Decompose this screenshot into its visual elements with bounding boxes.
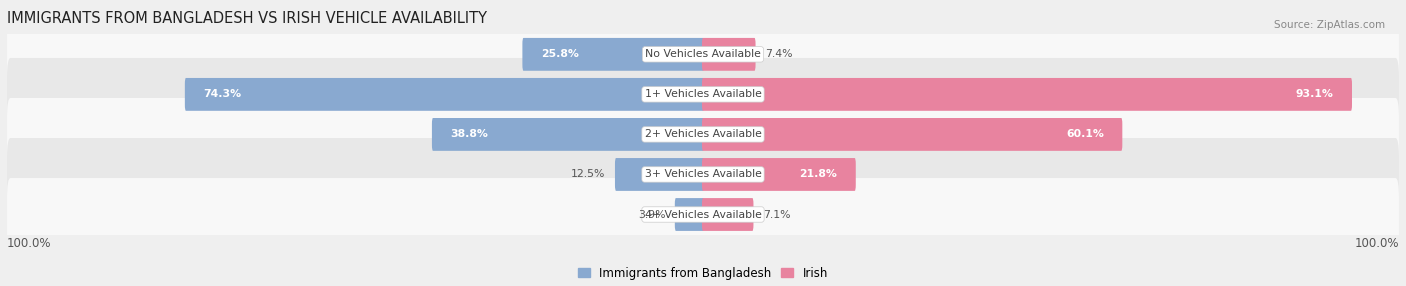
FancyBboxPatch shape — [702, 38, 755, 71]
Text: Source: ZipAtlas.com: Source: ZipAtlas.com — [1274, 20, 1385, 30]
Text: 21.8%: 21.8% — [800, 170, 838, 179]
Text: 60.1%: 60.1% — [1066, 130, 1104, 139]
FancyBboxPatch shape — [7, 138, 1399, 211]
FancyBboxPatch shape — [184, 78, 704, 111]
FancyBboxPatch shape — [702, 78, 1353, 111]
Text: 7.4%: 7.4% — [765, 49, 793, 59]
FancyBboxPatch shape — [7, 98, 1399, 171]
FancyBboxPatch shape — [523, 38, 704, 71]
Text: 3+ Vehicles Available: 3+ Vehicles Available — [644, 170, 762, 179]
FancyBboxPatch shape — [432, 118, 704, 151]
Legend: Immigrants from Bangladesh, Irish: Immigrants from Bangladesh, Irish — [574, 262, 832, 285]
Text: 1+ Vehicles Available: 1+ Vehicles Available — [644, 90, 762, 99]
Text: IMMIGRANTS FROM BANGLADESH VS IRISH VEHICLE AVAILABILITY: IMMIGRANTS FROM BANGLADESH VS IRISH VEHI… — [7, 11, 486, 26]
Text: 100.0%: 100.0% — [7, 237, 52, 249]
Text: 25.8%: 25.8% — [541, 49, 579, 59]
FancyBboxPatch shape — [675, 198, 704, 231]
Text: No Vehicles Available: No Vehicles Available — [645, 49, 761, 59]
FancyBboxPatch shape — [7, 58, 1399, 131]
Text: 7.1%: 7.1% — [763, 210, 790, 219]
FancyBboxPatch shape — [7, 18, 1399, 91]
Text: 74.3%: 74.3% — [204, 90, 242, 99]
FancyBboxPatch shape — [702, 198, 754, 231]
FancyBboxPatch shape — [702, 158, 856, 191]
Text: 93.1%: 93.1% — [1296, 90, 1333, 99]
Text: 12.5%: 12.5% — [571, 170, 606, 179]
FancyBboxPatch shape — [614, 158, 704, 191]
Text: 100.0%: 100.0% — [1354, 237, 1399, 249]
FancyBboxPatch shape — [702, 118, 1122, 151]
Text: 3.9%: 3.9% — [638, 210, 665, 219]
Text: 4+ Vehicles Available: 4+ Vehicles Available — [644, 210, 762, 219]
Text: 2+ Vehicles Available: 2+ Vehicles Available — [644, 130, 762, 139]
Text: 38.8%: 38.8% — [450, 130, 488, 139]
FancyBboxPatch shape — [7, 178, 1399, 251]
